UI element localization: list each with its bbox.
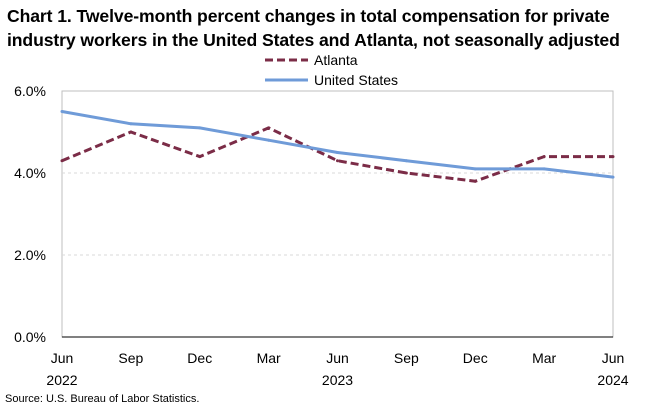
data-point xyxy=(336,151,339,154)
data-point xyxy=(611,155,615,159)
x-tick-label: Sep xyxy=(118,350,143,366)
data-point xyxy=(198,126,202,130)
x-tick-label: Jun xyxy=(51,350,74,366)
data-point xyxy=(267,138,271,142)
data-point xyxy=(336,159,339,163)
data-point xyxy=(473,167,477,171)
data-point xyxy=(611,175,615,179)
plot-area xyxy=(61,90,614,338)
data-point xyxy=(473,179,477,183)
data-point xyxy=(129,122,133,126)
data-point xyxy=(542,167,546,171)
y-tick-label: 6.0% xyxy=(14,83,46,99)
x-tick-label: Jun xyxy=(602,350,625,366)
series-line-united-states xyxy=(61,110,614,179)
data-point xyxy=(404,171,408,175)
data-point xyxy=(129,130,133,134)
data-point xyxy=(198,155,202,159)
legend-label: Atlanta xyxy=(314,52,358,68)
data-point xyxy=(542,155,546,159)
y-tick-label: 4.0% xyxy=(14,165,46,181)
data-point xyxy=(60,110,64,113)
source-note: Source: U.S. Bureau of Labor Statistics. xyxy=(5,393,199,405)
x-tick-label: Dec xyxy=(463,350,488,366)
data-point xyxy=(60,159,64,163)
x-tick-label: Dec xyxy=(187,350,212,366)
legend-label: United States xyxy=(314,72,398,88)
y-tick-label: 0.0% xyxy=(14,329,46,345)
data-point xyxy=(404,159,408,163)
y-tick-label: 2.0% xyxy=(14,247,46,263)
series-line-atlanta xyxy=(61,126,613,183)
x-tick-label: Jun xyxy=(326,350,349,366)
data-point xyxy=(267,126,271,130)
x-year-label: 2023 xyxy=(322,372,353,388)
chart-title: Chart 1. Twelve-month percent changes in… xyxy=(7,6,620,50)
x-tick-label: Mar xyxy=(257,350,281,366)
x-year-label: 2024 xyxy=(597,372,628,388)
x-year-label: 2022 xyxy=(46,372,77,388)
x-tick-label: Sep xyxy=(394,350,419,366)
x-tick-label: Mar xyxy=(532,350,556,366)
